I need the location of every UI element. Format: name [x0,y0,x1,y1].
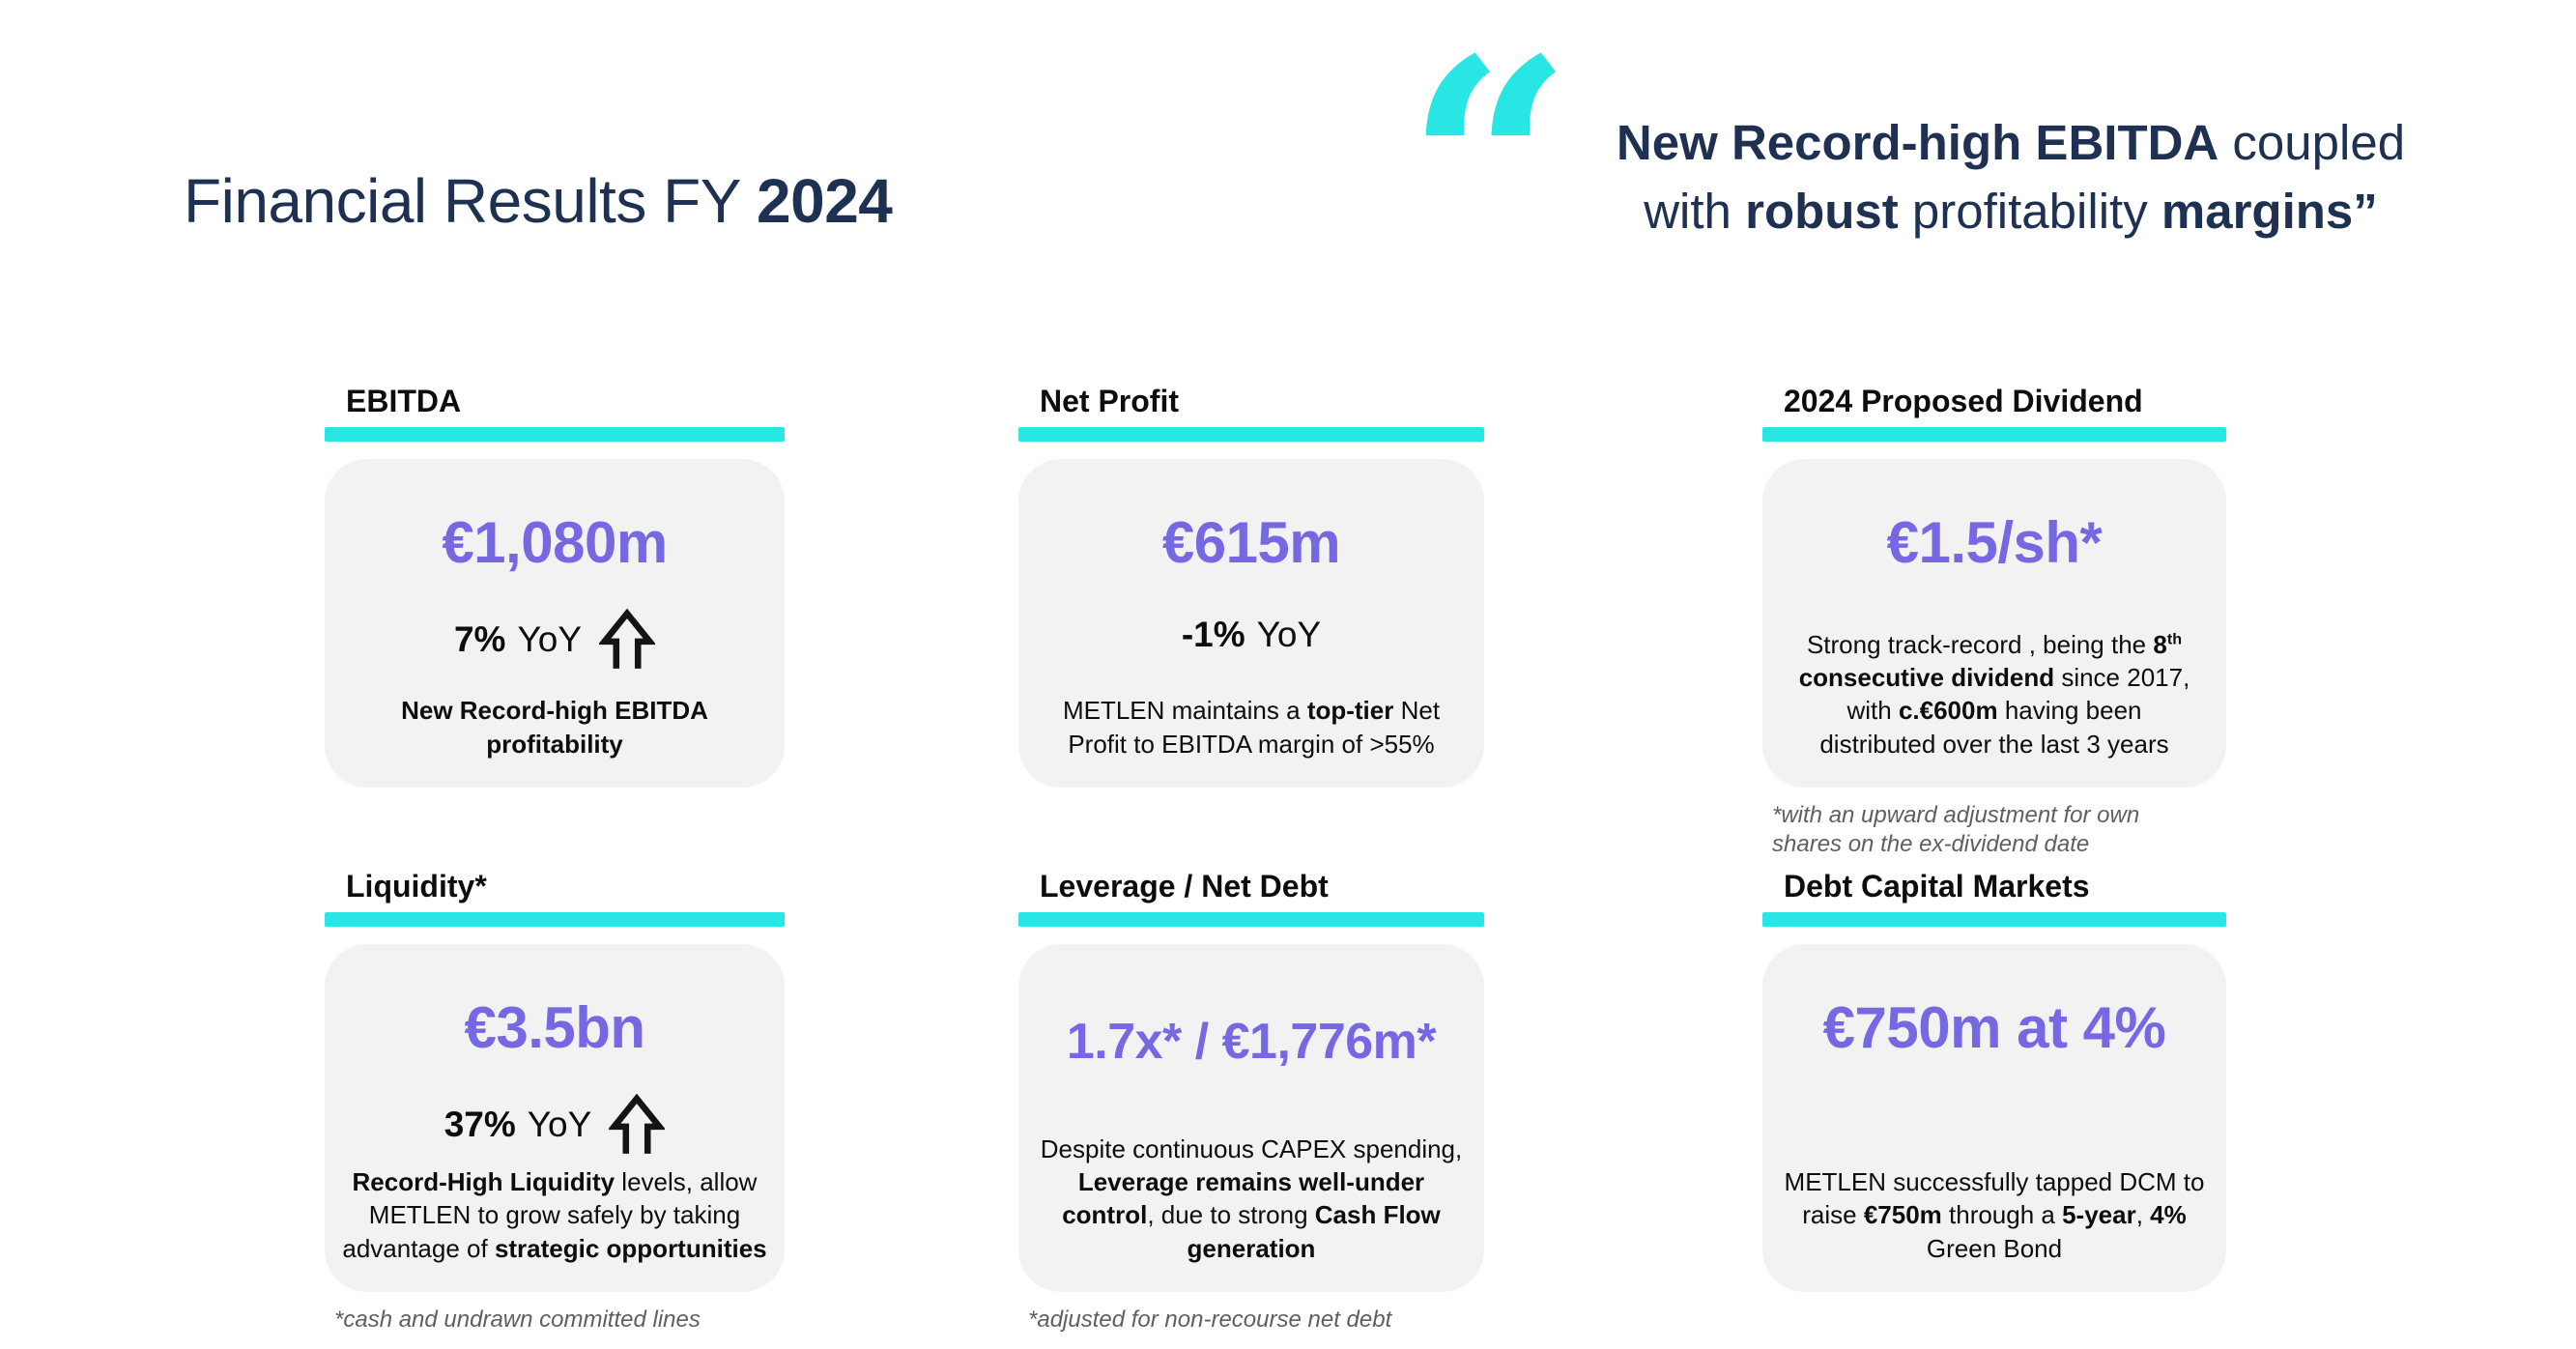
metric-value: 1.7x* / €1,776m* [1066,1014,1437,1070]
card-body: €750m at 4% METLEN successfully tapped D… [1762,944,2226,1292]
accent-bar [1762,427,2226,442]
accent-bar [1762,912,2226,927]
metric-value: €750m at 4% [1822,995,2166,1060]
yoy-label: YoY [1256,614,1322,654]
metric-value: €3.5bn [464,995,645,1060]
metric-description: Strong track-record , being the 8th cons… [1798,629,2190,759]
metric-card-ebitda: EBITDA €1,080m 7% YoY New Record-high EB… [325,383,785,788]
card-header: Debt Capital Markets [1784,869,2090,904]
yoy-label: YoY [527,1104,592,1144]
yoy-label: YoY [517,618,583,659]
card-body: 1.7x* / €1,776m* Despite continuous CAPE… [1018,944,1484,1292]
metric-card-leverage: Leverage / Net Debt 1.7x* / €1,776m* Des… [1018,868,1484,1335]
metric-card-liquidity: Liquidity* €3.5bn 37% YoY Record-High Li… [325,868,785,1335]
quote-icon: “ [1406,0,1573,336]
metric-value: €1.5/sh* [1886,510,2103,575]
page-title-year: 2024 [757,166,893,236]
metric-description: METLEN successfully tapped DCM to raise … [1784,1167,2205,1263]
metric-description: Despite continuous CAPEX spending, Lever… [1040,1134,1463,1263]
card-header: Leverage / Net Debt [1040,869,1329,904]
up-arrow-icon [609,1094,666,1154]
quote-text: New Record-high EBITDA coupled with robu… [1552,108,2470,246]
yoy-line: -1% YoY [1182,614,1321,656]
metric-description: New Record-high EBITDA profitability [401,696,708,759]
metric-card-dcm: Debt Capital Markets €750m at 4% METLEN … [1762,868,2226,1292]
card-header: Net Profit [1040,384,1179,418]
footnote: *with an upward adjustment for own share… [1772,802,2140,857]
metric-card-net-profit: Net Profit €615m -1% YoY METLEN maintain… [1018,383,1484,788]
yoy-percent: 37% [444,1104,516,1144]
metric-description: Record-High Liquidity levels, allow METL… [342,1167,767,1263]
accent-bar [1018,912,1484,927]
accent-bar [325,427,785,442]
yoy-percent: -1% [1181,614,1245,654]
metric-value: €615m [1161,510,1341,575]
quote-line-1: New Record-high EBITDA coupled [1616,115,2406,170]
accent-bar [1018,427,1484,442]
card-body: €1.5/sh* Strong track-record , being the… [1762,459,2226,788]
quote-line-2: with robust profitability margins” [1644,184,2378,240]
yoy-line: 37% YoY [444,1094,666,1156]
yoy-percent: 7% [453,618,506,659]
footnote: *adjusted for non-recourse net debt [1028,1306,1392,1333]
card-header: 2024 Proposed Dividend [1784,384,2143,418]
page-title: Financial Results FY 2024 [184,164,893,239]
card-body: €3.5bn 37% YoY Record-High Liquidity lev… [325,944,785,1292]
card-header: Liquidity* [346,869,487,904]
card-body: €1,080m 7% YoY New Record-high EBITDA pr… [325,459,785,788]
card-header: EBITDA [346,384,462,418]
page-title-prefix: Financial Results FY [184,166,757,236]
card-body: €615m -1% YoY METLEN maintains a top-tie… [1018,459,1484,788]
metric-card-dividend: 2024 Proposed Dividend €1.5/sh* Strong t… [1762,383,2226,859]
footnote: *cash and undrawn committed lines [334,1306,701,1333]
up-arrow-icon [599,609,656,669]
metric-description: METLEN maintains a top-tier Net Profit t… [1062,696,1441,759]
yoy-line: 7% YoY [453,609,656,671]
accent-bar [325,912,785,927]
metric-value: €1,080m [442,510,668,575]
